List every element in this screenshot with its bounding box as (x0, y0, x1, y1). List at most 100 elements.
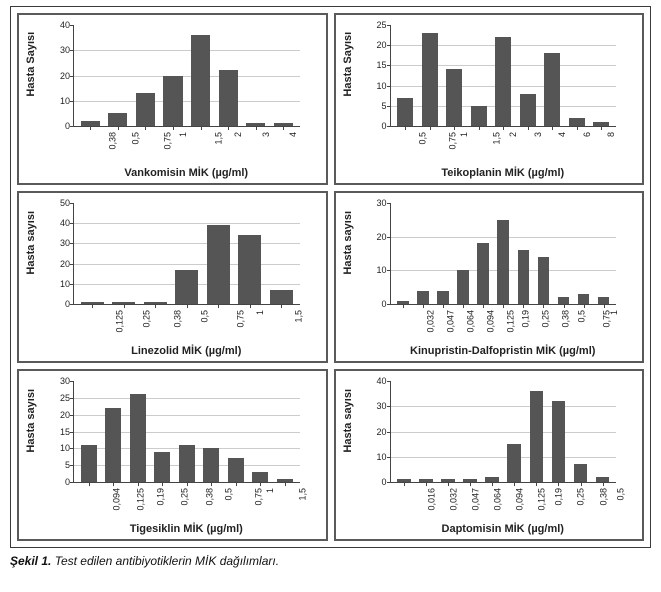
y-tick-label: 30 (60, 376, 74, 386)
x-tick-label: 0,19 (155, 488, 165, 506)
x-tick-label: 0,25 (180, 488, 190, 506)
x-tick-mark (283, 126, 284, 130)
x-tick-mark (423, 304, 424, 308)
caption-text: Test edilen antibiyotiklerin MİK dağılım… (55, 554, 279, 568)
x-tick-mark (285, 482, 286, 486)
y-axis-title: Hasta sayısı (342, 389, 354, 453)
y-tick-label: 10 (60, 443, 74, 453)
bar (518, 250, 530, 304)
bar (598, 297, 610, 304)
x-tick-label: 0,75 (236, 310, 246, 328)
x-tick-mark (155, 304, 156, 308)
x-tick-label: 0,5 (224, 488, 234, 501)
bar (457, 270, 469, 304)
x-tick-mark (543, 304, 544, 308)
y-tick-label: 10 (376, 265, 390, 275)
y-tick-label: 0 (381, 477, 390, 487)
x-tick-mark (236, 482, 237, 486)
x-tick-mark (187, 304, 188, 308)
y-tick-label: 10 (60, 279, 74, 289)
x-tick-label: 0,094 (111, 488, 121, 511)
plot-area: 05101520250,50,7511,523468 (390, 25, 617, 127)
y-axis-title: Hasta Sayısı (25, 32, 37, 97)
chart-panel-teikoplanin: Hasta SayısıTeikoplanin MİK (µg/ml)05101… (334, 13, 645, 185)
y-axis-title: Hasta sayısı (25, 211, 37, 275)
bar (437, 291, 449, 304)
y-tick-label: 30 (60, 238, 74, 248)
y-tick-label: 0 (65, 121, 74, 131)
y-tick-label: 40 (60, 218, 74, 228)
bar (397, 98, 413, 126)
x-tick-mark (250, 304, 251, 308)
x-tick-label: 1 (178, 132, 188, 137)
bars (74, 381, 300, 482)
x-tick-label: 0,032 (448, 488, 458, 511)
bar (203, 448, 219, 482)
x-tick-mark (404, 482, 405, 486)
bar (136, 93, 155, 126)
bar (497, 220, 509, 304)
chart-panel-kinupristin: Hasta sayısıKinupristin-Dalfopristin MİK… (334, 191, 645, 363)
x-tick-label: 0,5 (576, 310, 586, 323)
bar (417, 291, 429, 304)
y-tick-label: 20 (376, 232, 390, 242)
y-tick-label: 25 (60, 393, 74, 403)
x-tick-label: 3 (533, 132, 543, 137)
x-tick-mark (523, 304, 524, 308)
y-tick-label: 0 (65, 477, 74, 487)
x-tick-mark (584, 304, 585, 308)
x-tick-mark (138, 482, 139, 486)
bar (507, 444, 521, 482)
y-tick-label: 5 (381, 101, 390, 111)
x-tick-mark (503, 304, 504, 308)
bar (108, 113, 127, 126)
x-tick-mark (479, 126, 480, 130)
x-tick-label: 0,5 (615, 488, 625, 501)
y-tick-label: 40 (376, 376, 390, 386)
x-tick-mark (403, 304, 404, 308)
x-axis-title: Linezolid MİK (µg/ml) (73, 345, 300, 357)
x-tick-label: 2 (508, 132, 518, 137)
bar (558, 297, 570, 304)
x-axis-title: Vankomisin MİK (µg/ml) (73, 167, 300, 179)
figure-container: { "figure": { "background_color": "#ffff… (0, 0, 661, 572)
y-tick-label: 40 (60, 20, 74, 30)
x-axis-title: Kinupristin-Dalfopristin MİK (µg/ml) (390, 345, 617, 357)
x-tick-label: 4 (288, 132, 298, 137)
x-tick-label: 6 (582, 132, 592, 137)
y-tick-label: 5 (65, 460, 74, 470)
bar (569, 118, 585, 126)
chart-panel-daptomisin: Hasta sayısıDaptomisin MİK (µg/ml)010203… (334, 369, 645, 541)
x-tick-mark (503, 126, 504, 130)
x-tick-label: 0,125 (537, 488, 547, 511)
bar (495, 37, 511, 126)
bar (578, 294, 590, 304)
x-tick-mark (218, 304, 219, 308)
x-tick-mark (528, 126, 529, 130)
y-tick-label: 0 (65, 299, 74, 309)
y-tick-label: 20 (376, 40, 390, 50)
x-tick-mark (430, 126, 431, 130)
x-tick-mark (89, 482, 90, 486)
bar (270, 290, 293, 304)
x-tick-label: 0,125 (506, 310, 516, 333)
x-tick-label: 0,38 (173, 310, 183, 328)
x-tick-label: 0,38 (598, 488, 608, 506)
y-axis-title: Hasta Sayısı (342, 32, 354, 97)
x-tick-mark (256, 126, 257, 130)
bar (238, 235, 261, 304)
x-tick-label: 0,38 (108, 132, 118, 150)
bar (574, 464, 588, 482)
x-tick-mark (173, 126, 174, 130)
plot-area: 01020300,0320,0470,0640,0940,1250,190,25… (390, 203, 617, 305)
x-tick-mark (463, 304, 464, 308)
bars (391, 381, 617, 482)
x-tick-mark (577, 126, 578, 130)
x-tick-label: 0,064 (466, 310, 476, 333)
x-tick-label: 1,5 (297, 488, 307, 501)
bar (520, 94, 536, 126)
x-tick-label: 1 (459, 132, 469, 137)
bar (207, 225, 230, 304)
y-tick-label: 20 (60, 259, 74, 269)
x-tick-mark (118, 126, 119, 130)
